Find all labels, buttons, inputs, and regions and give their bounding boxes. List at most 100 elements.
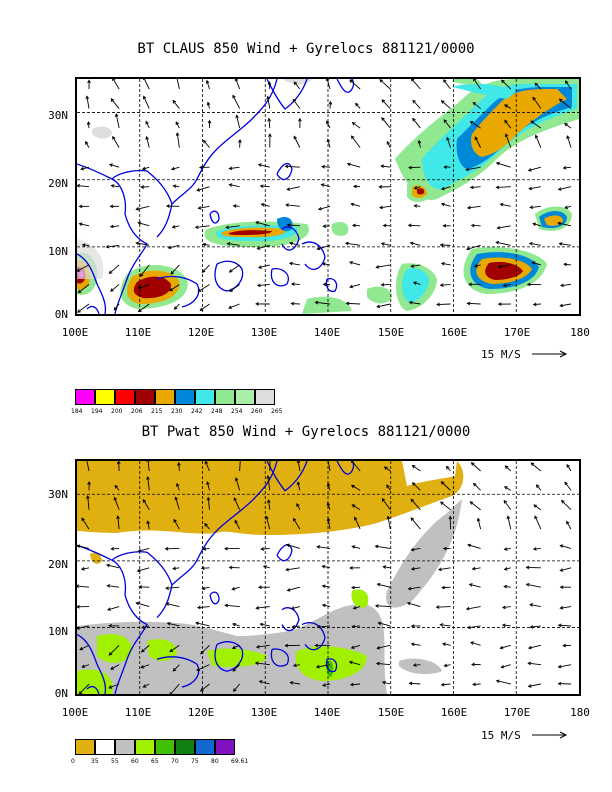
wind-vector — [326, 517, 331, 530]
wind-vector — [376, 582, 391, 588]
vector-key-arrow-icon — [532, 731, 568, 738]
wind-vector — [354, 516, 361, 530]
x-tick-label: 150E — [377, 326, 405, 339]
wind-vector — [321, 262, 331, 266]
wind-vector — [408, 681, 421, 686]
wind-vector — [77, 284, 90, 294]
wind-vector — [232, 204, 240, 208]
wind-vector — [410, 642, 421, 647]
wind-vector — [473, 79, 481, 90]
wind-vector — [466, 244, 481, 251]
wind-vector — [439, 243, 451, 247]
wind-vector — [350, 644, 361, 649]
wind-vector — [472, 101, 481, 109]
wind-vector — [260, 547, 270, 551]
wind-vector — [315, 664, 331, 669]
wind-vector — [468, 282, 481, 287]
wind-vector — [559, 585, 572, 589]
wind-vector — [114, 484, 120, 491]
colorbar-swatch — [115, 389, 135, 405]
coastline — [77, 79, 355, 314]
wind-vector — [290, 282, 300, 286]
wind-vector — [527, 683, 541, 688]
wind-vector — [296, 502, 301, 510]
panel2-title: BT Pwat 850 Wind + Gyrelocs 881121/0000 — [141, 424, 471, 440]
panel1-map-canvas — [77, 79, 579, 314]
wind-vector — [350, 461, 361, 472]
wind-vector — [286, 223, 300, 227]
wind-vector — [352, 223, 361, 228]
wind-vector — [224, 603, 240, 608]
wind-vector — [204, 522, 210, 530]
lat-lon-grid — [77, 461, 579, 694]
wind-vector — [206, 481, 210, 491]
wind-vector — [110, 664, 120, 670]
wind-vector — [137, 221, 150, 227]
wind-vector — [413, 204, 421, 208]
colorbar-swatch — [155, 739, 175, 755]
wind-vector — [108, 683, 120, 689]
wind-vector — [506, 515, 512, 530]
wind-vector — [530, 462, 542, 472]
wind-vector — [465, 166, 481, 172]
wind-vector — [296, 481, 301, 491]
wind-vector — [410, 547, 421, 552]
wind-vector — [466, 205, 481, 210]
colorbar-label: 80 — [211, 758, 219, 765]
wind-vector — [140, 644, 150, 653]
vector-key: 15 M/S — [481, 343, 570, 362]
wind-vector — [266, 475, 271, 491]
wind-vector — [326, 461, 331, 472]
wind-vector — [316, 244, 331, 251]
wind-vector — [228, 565, 240, 570]
colorbar-swatch — [175, 389, 195, 405]
colorbar-label: 200 — [111, 408, 123, 415]
wind-vector — [465, 606, 481, 611]
colorbar-swatch — [135, 739, 155, 755]
wind-vector — [467, 543, 481, 549]
colorbar-label: 254 — [231, 408, 243, 415]
wind-vector — [346, 162, 361, 168]
colorbar-label: 69.61 — [231, 758, 249, 765]
wind-vector — [566, 135, 572, 148]
wind-vector — [284, 643, 300, 648]
wind-vector — [559, 567, 572, 572]
wind-vector — [566, 520, 572, 530]
wind-vector — [412, 99, 421, 109]
coastline-segment — [77, 544, 148, 694]
wind-vector — [198, 165, 210, 170]
wind-vector — [495, 240, 511, 246]
x-tick-label: 100E — [61, 706, 89, 719]
y-tick-label: 0N — [54, 308, 68, 321]
y-tick-label: 0N — [54, 687, 68, 700]
wind-vector — [534, 134, 542, 148]
wind-vector — [238, 138, 242, 148]
wind-vector — [559, 544, 572, 549]
coastline-segment — [336, 79, 355, 93]
colorbar-label: 265 — [271, 408, 283, 415]
wind-vector — [563, 262, 572, 267]
coastline-segment — [171, 461, 278, 586]
wind-vector — [560, 283, 572, 288]
wind-vector — [145, 135, 150, 148]
wind-vector — [233, 683, 240, 693]
wind-vector — [135, 241, 150, 246]
wind-vector — [411, 465, 421, 472]
wind-vector — [558, 242, 572, 246]
wind-vector — [228, 166, 240, 171]
wind-vector — [504, 104, 511, 109]
x-tick-label: 120E — [187, 326, 215, 339]
wind-vector — [321, 164, 331, 169]
y-tick-label: 30N — [48, 488, 68, 501]
wind-vector — [106, 584, 120, 588]
wind-vector — [440, 186, 451, 191]
colorbar-label: 65 — [151, 758, 159, 765]
wind-vector — [382, 565, 391, 569]
wind-vector — [530, 120, 542, 129]
coastline-segment — [270, 268, 289, 287]
wind-vector — [417, 139, 422, 148]
wind-vector — [285, 543, 301, 549]
wind-vector — [562, 643, 572, 648]
wind-vector — [205, 79, 210, 90]
wind-vector — [135, 205, 150, 211]
